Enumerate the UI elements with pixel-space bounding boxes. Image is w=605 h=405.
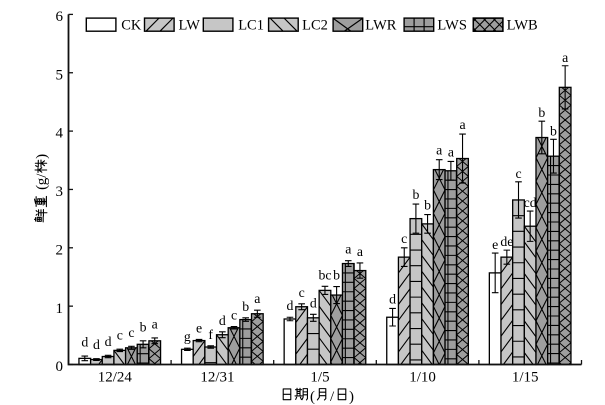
svg-text:CK: CK <box>121 18 142 34</box>
svg-text:g: g <box>34 177 50 185</box>
svg-text:c: c <box>299 285 305 300</box>
svg-text:/: / <box>34 173 50 178</box>
svg-text:b: b <box>424 198 431 213</box>
svg-text:a: a <box>254 291 260 306</box>
svg-text:1: 1 <box>56 301 64 317</box>
svg-text:e: e <box>492 237 498 252</box>
svg-text:b: b <box>412 187 419 202</box>
svg-text:a: a <box>562 50 568 65</box>
svg-text:2: 2 <box>56 242 64 258</box>
svg-text:a: a <box>345 242 351 257</box>
svg-text:d: d <box>219 313 226 328</box>
svg-text:c: c <box>401 231 407 246</box>
svg-text:b: b <box>242 299 249 314</box>
svg-text:1/10: 1/10 <box>409 370 436 386</box>
svg-text:5: 5 <box>56 67 64 83</box>
svg-text:): ) <box>34 154 50 159</box>
svg-text:4: 4 <box>56 126 64 142</box>
svg-text:12/24: 12/24 <box>98 370 133 386</box>
svg-text:a: a <box>152 316 158 331</box>
svg-text:c: c <box>515 166 521 181</box>
svg-text:LW: LW <box>179 18 201 34</box>
svg-text:6: 6 <box>56 9 64 25</box>
svg-text:1/15: 1/15 <box>512 370 539 386</box>
svg-text:/: / <box>330 389 335 405</box>
svg-text:1/5: 1/5 <box>310 370 329 386</box>
svg-text:d: d <box>105 334 112 349</box>
svg-text:(: ( <box>34 185 50 194</box>
svg-text:(: ( <box>310 389 315 405</box>
svg-text:cd: cd <box>524 195 537 210</box>
svg-text:b: b <box>538 105 545 120</box>
svg-text:c: c <box>117 328 123 343</box>
svg-text:f: f <box>208 327 213 342</box>
svg-text:d: d <box>287 298 294 313</box>
svg-text:LWR: LWR <box>365 18 396 34</box>
svg-text:d: d <box>310 295 317 310</box>
svg-text:a: a <box>436 143 442 158</box>
svg-text:12/31: 12/31 <box>200 370 234 386</box>
svg-text:e: e <box>196 320 202 335</box>
svg-text:d: d <box>81 335 88 350</box>
svg-text:LWB: LWB <box>507 18 538 34</box>
svg-text:): ) <box>349 389 354 405</box>
svg-text:a: a <box>448 144 454 159</box>
svg-text:b: b <box>550 123 557 138</box>
svg-text:a: a <box>459 117 465 132</box>
svg-text:g: g <box>184 329 191 344</box>
svg-text:0: 0 <box>56 359 64 375</box>
svg-text:3: 3 <box>56 184 64 200</box>
svg-text:LWS: LWS <box>437 18 467 34</box>
svg-text:LC2: LC2 <box>302 18 328 34</box>
svg-text:c: c <box>128 325 134 340</box>
svg-text:d: d <box>389 291 396 306</box>
svg-text:bc: bc <box>318 267 331 282</box>
svg-text:b: b <box>333 268 340 283</box>
svg-text:d: d <box>93 337 100 352</box>
svg-text:b: b <box>140 319 147 334</box>
svg-text:a: a <box>357 244 363 259</box>
svg-text:LC1: LC1 <box>238 18 264 34</box>
svg-text:de: de <box>500 234 513 249</box>
svg-text:c: c <box>231 308 237 323</box>
